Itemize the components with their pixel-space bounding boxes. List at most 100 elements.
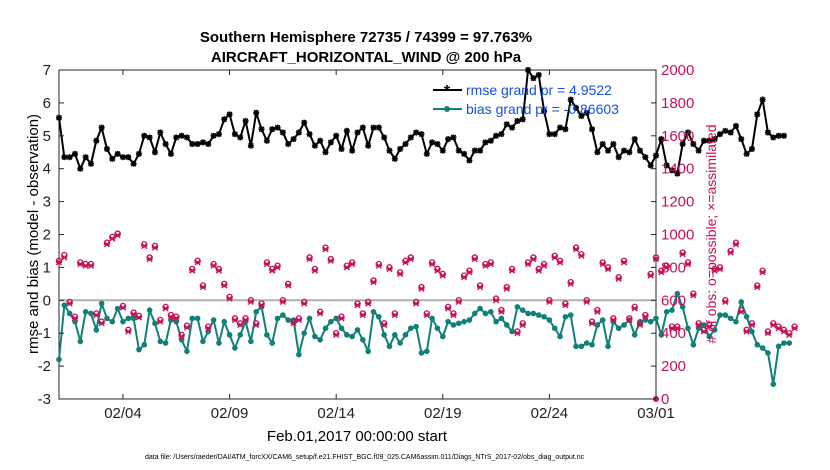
rmse-point-stroke xyxy=(653,152,659,159)
obs-assimilated-point xyxy=(162,305,169,312)
bias-point xyxy=(466,317,473,323)
rmse-point xyxy=(167,150,174,157)
y-tick-label: 4 xyxy=(43,161,51,178)
rmse-point-stroke xyxy=(173,134,180,141)
rmse-point-stroke xyxy=(407,134,414,141)
obs-assimilated-point xyxy=(215,267,223,274)
bias-point xyxy=(349,333,355,340)
y-tick-label: -3 xyxy=(38,391,51,408)
rmse-point xyxy=(173,134,180,141)
rmse-point xyxy=(231,131,238,138)
rmse-point xyxy=(71,150,78,157)
y-tick-label: 3 xyxy=(43,194,51,211)
obs-assimilated-point xyxy=(482,262,489,269)
bias-point xyxy=(717,312,723,318)
obs-assimilated-point xyxy=(764,330,772,337)
x-tick-label: 02/19 xyxy=(424,405,462,422)
rmse-point xyxy=(402,141,409,148)
rmse-point xyxy=(770,134,777,141)
rmse-point xyxy=(621,147,628,154)
rmse-point-stroke xyxy=(781,132,787,139)
rmse-point xyxy=(205,141,212,148)
obs-assimilated-point xyxy=(247,298,254,306)
rmse-point-stroke xyxy=(450,134,457,141)
bias-point xyxy=(104,315,110,322)
rmse-point xyxy=(509,124,516,131)
obs-assimilated-point xyxy=(290,320,297,327)
x-tick-label: 02/04 xyxy=(104,405,142,422)
bias-point xyxy=(493,318,499,325)
bias-point xyxy=(216,340,222,346)
obs-assimilated-point xyxy=(434,267,441,274)
obs-assimilated-point xyxy=(327,257,334,264)
rmse-point xyxy=(397,145,404,152)
bias-point xyxy=(621,322,627,328)
rmse-point xyxy=(183,134,190,141)
bias-point xyxy=(402,332,409,338)
rmse-point xyxy=(103,145,110,152)
y-tick-label: 5 xyxy=(43,128,51,145)
rmse-point-stroke xyxy=(317,137,324,144)
rmse-point xyxy=(210,132,217,139)
obs-assimilated-point xyxy=(269,267,276,274)
y-right-tick-label: 400 xyxy=(661,325,686,342)
y-axis-right: 0 200 400 600 800 1000 1200 1400 1600 1800 2000 xyxy=(651,62,694,408)
rmse-point xyxy=(290,136,297,143)
rmse-point xyxy=(626,149,633,156)
rmse-point xyxy=(295,129,302,136)
x-tick-label: 02/14 xyxy=(317,405,355,422)
rmse-point xyxy=(151,149,158,156)
rmse-point xyxy=(226,111,233,118)
rmse-point xyxy=(764,129,771,136)
rmse-point-stroke xyxy=(685,129,691,136)
obs-assimilated-point xyxy=(695,321,702,329)
bias-point xyxy=(269,340,276,346)
rmse-point xyxy=(684,129,691,136)
obs-assimilated-point xyxy=(658,269,665,276)
rmse-point xyxy=(98,124,105,131)
rmse-point-stroke xyxy=(599,141,606,147)
rmse-point xyxy=(285,141,292,148)
obs-assimilated-point xyxy=(711,267,718,274)
obs-assimilated-point xyxy=(615,275,622,283)
obs-assimilated-point xyxy=(87,262,95,269)
rmse-point xyxy=(738,136,745,143)
rmse-point-stroke xyxy=(482,139,489,146)
rmse-point xyxy=(125,154,132,161)
bias-point xyxy=(264,332,270,338)
rmse-point xyxy=(461,150,468,157)
obs-assimilated-point xyxy=(498,308,505,315)
bias-point xyxy=(328,318,334,325)
obs-assimilated-point xyxy=(732,241,740,248)
bias-point xyxy=(61,302,68,309)
rmse-point-stroke xyxy=(258,126,265,133)
rmse-point-stroke xyxy=(146,134,153,141)
rmse-point-stroke xyxy=(722,127,729,134)
rmse-point-stroke xyxy=(61,154,68,161)
obs-assimilated-point xyxy=(562,302,569,309)
bias-point xyxy=(701,322,707,328)
rmse-point-stroke xyxy=(232,131,238,138)
rmse-point xyxy=(642,154,649,161)
rmse-point xyxy=(637,147,644,154)
rmse-point xyxy=(535,71,542,78)
bias-point xyxy=(498,315,505,322)
rmse-point-stroke xyxy=(743,151,750,157)
bias-point xyxy=(690,341,697,348)
rmse-point-stroke xyxy=(296,129,302,136)
bias-point xyxy=(775,343,782,350)
rmse-point-stroke xyxy=(455,147,462,154)
obs-assimilated-point xyxy=(167,313,175,320)
rmse-point xyxy=(109,155,116,162)
bias-point xyxy=(738,299,745,305)
obs-assimilated-point xyxy=(205,325,212,332)
chart-subtitle: AIRCRAFT_HORIZONTAL_WIND @ 200 hPa xyxy=(211,49,522,66)
obs-assimilated-point xyxy=(706,323,713,330)
rmse-point-stroke xyxy=(338,146,345,152)
rmse-point xyxy=(514,117,521,124)
rmse-point-stroke xyxy=(466,157,473,164)
legend: * rmse grand pr = 4.9522 bias grand pr =… xyxy=(433,82,619,117)
obs-assimilated-point xyxy=(471,256,478,263)
rmse-point-stroke xyxy=(775,132,782,139)
